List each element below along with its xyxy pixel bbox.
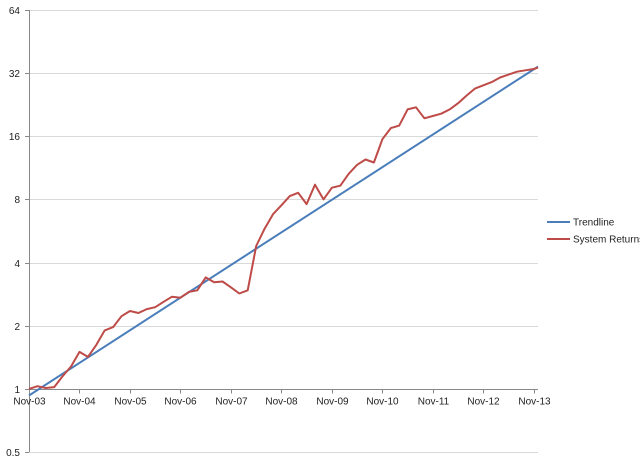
- x-tick-label: Nov-09: [316, 397, 349, 408]
- y-tick-label: 8: [14, 195, 20, 206]
- x-tick-label: Nov-05: [114, 397, 147, 408]
- legend: Trendline System Returns: [547, 218, 640, 246]
- y-tick-label: 0.5: [6, 448, 20, 459]
- y-tick-label: 4: [14, 259, 20, 270]
- x-tick-label: Nov-06: [164, 397, 197, 408]
- y-tick-label: 32: [9, 69, 21, 80]
- y-tick-label: 16: [9, 132, 21, 143]
- x-tick-label: Nov-07: [215, 397, 248, 408]
- x-tick-label: Nov-08: [265, 397, 298, 408]
- trendline-line: [28, 65, 539, 397]
- x-tick-label: Nov-13: [518, 397, 551, 408]
- system-returns-line: [28, 66, 539, 390]
- x-tick-label: Nov-03: [13, 397, 46, 408]
- y-tick-label: 64: [9, 6, 21, 17]
- y-tick-label: 1: [14, 385, 20, 396]
- x-tick-label: Nov-04: [63, 397, 96, 408]
- x-tick-label: Nov-12: [467, 397, 500, 408]
- x-axis: Nov-03 Nov-04 Nov-05 Nov-06 Nov-07 Nov-08 Nov-…: [13, 389, 551, 408]
- x-tick-label: Nov-11: [418, 397, 450, 408]
- x-tick-label: Nov-10: [366, 397, 399, 408]
- y-axis: 0.5 1 2 4 8 16 32 64: [6, 6, 30, 459]
- y-tick-label: 2: [14, 322, 20, 333]
- plot-series: [28, 65, 539, 397]
- legend-label-system-returns: System Returns: [573, 235, 640, 246]
- legend-label-trendline: Trendline: [573, 218, 615, 229]
